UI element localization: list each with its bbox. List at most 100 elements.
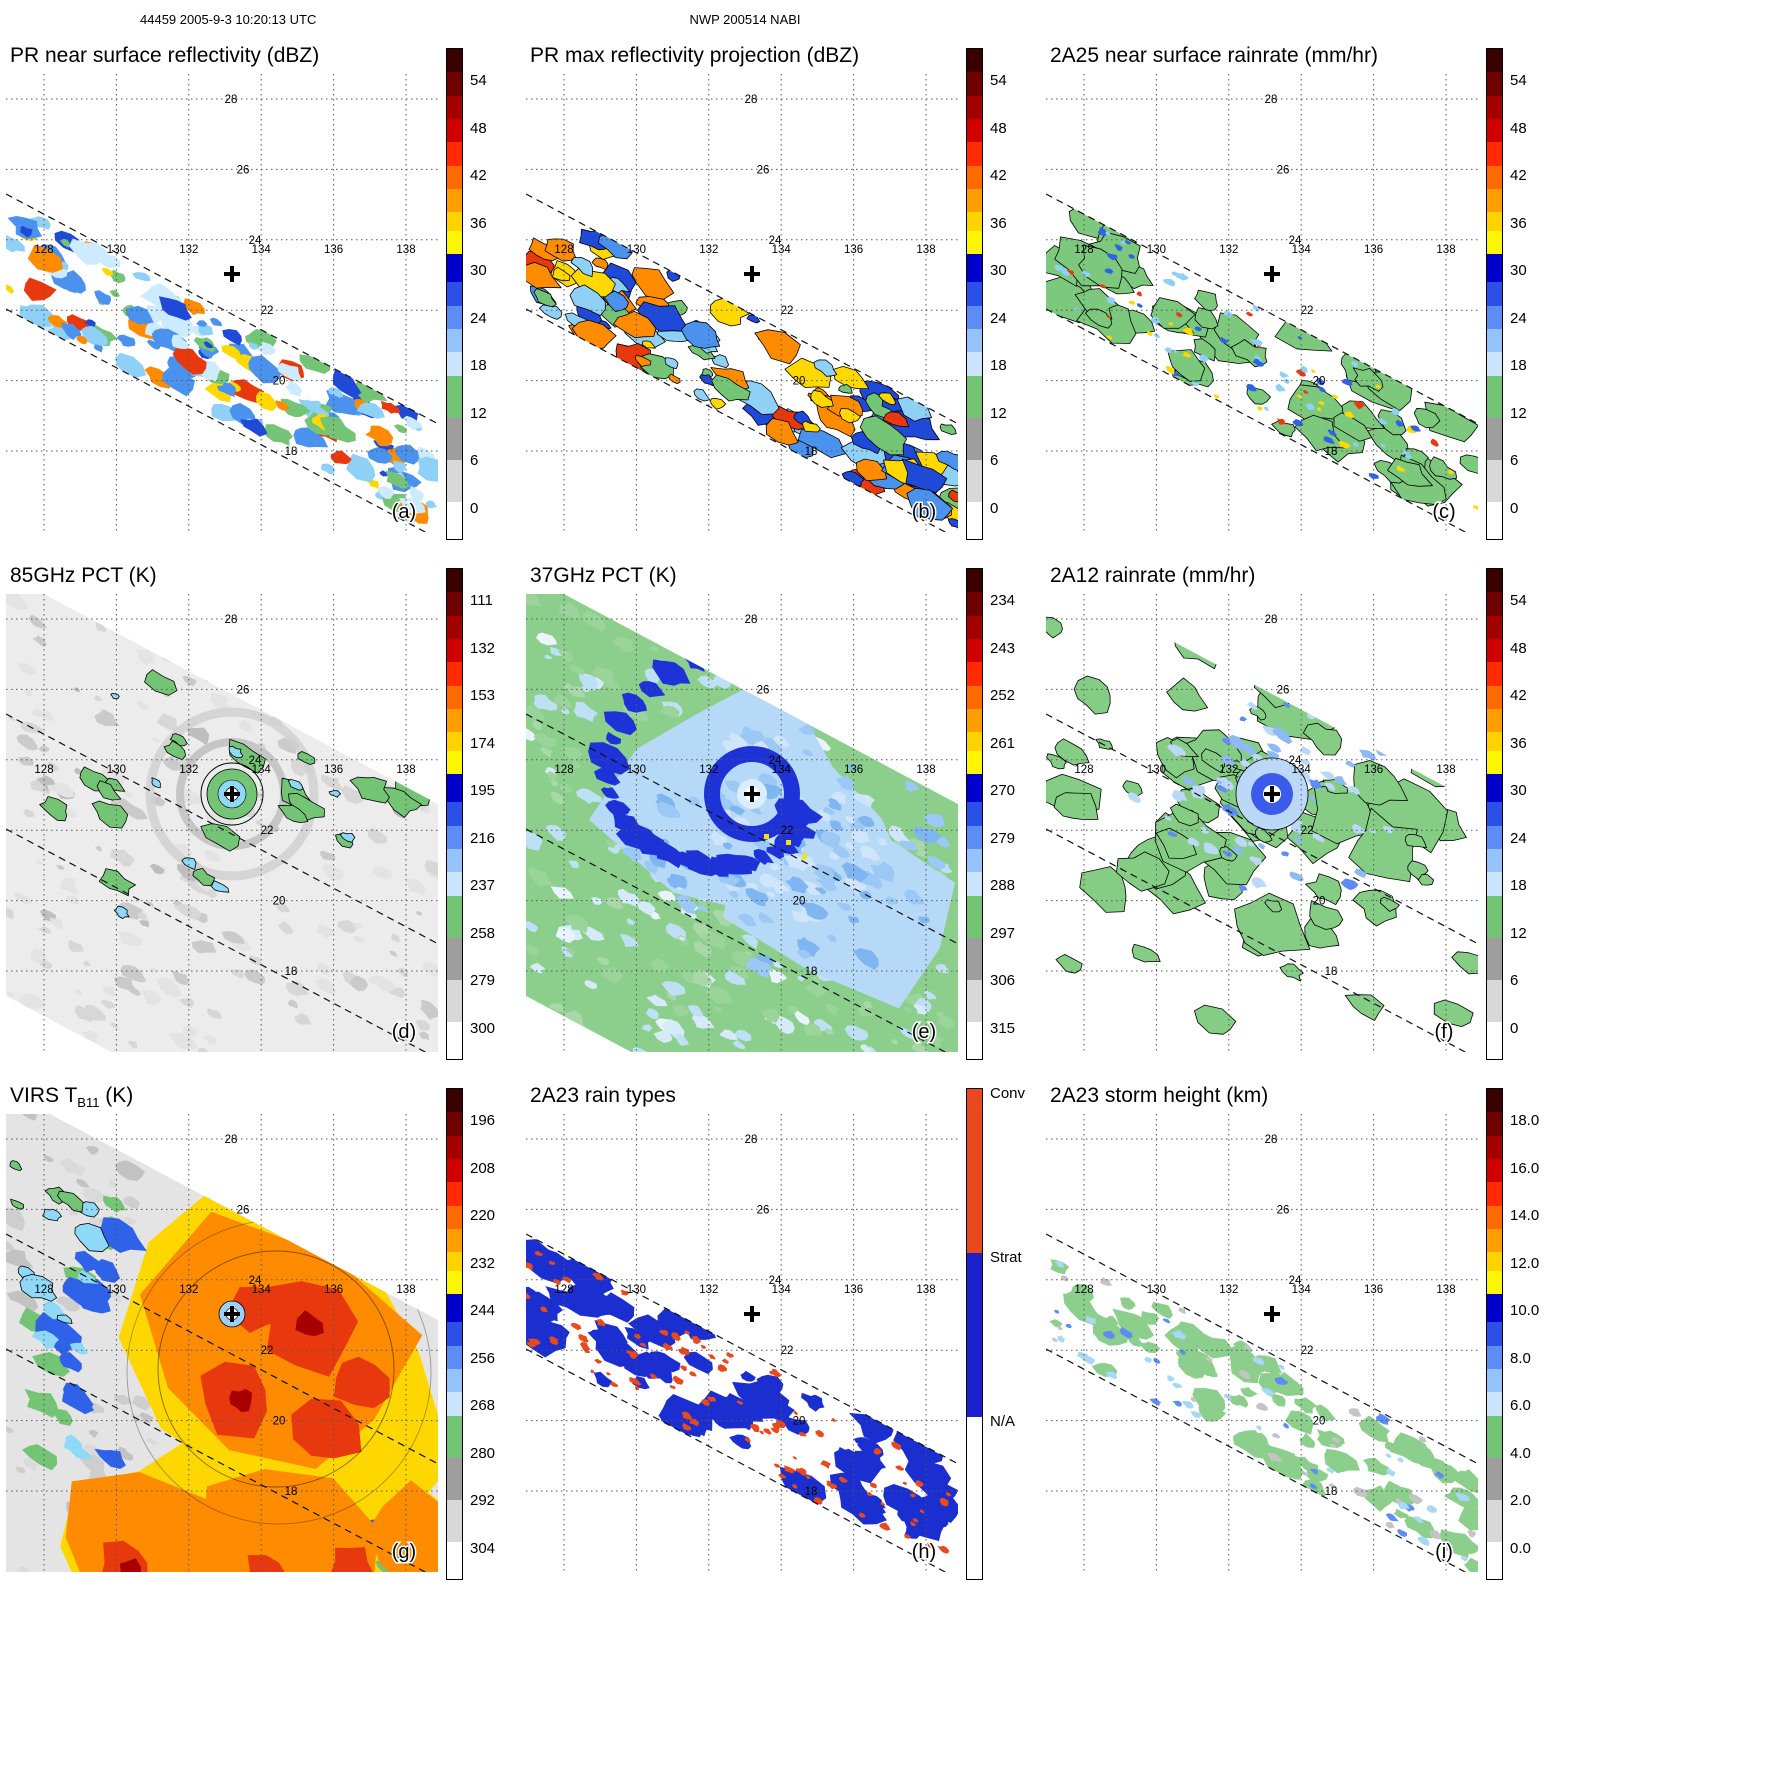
colorbar-segment [447,1228,462,1253]
colorbar-b [966,48,983,540]
colorbar-tick-c: 24 [1510,309,1527,327]
lat-tick-label: 26 [237,684,250,696]
colorbar-segment [1487,872,1502,896]
colorbar-tick-i: 4.0 [1510,1444,1531,1462]
colorbar-tick-i: 16.0 [1510,1159,1540,1177]
colorbar-segment [1487,1089,1502,1113]
lon-tick-label: 128 [554,1284,573,1296]
grid-lines [6,74,438,532]
lat-tick-label: 28 [225,94,238,106]
lon-tick-label: 130 [1147,1284,1166,1296]
colorbar-segment [1487,212,1502,231]
colorbar-segment [1487,1158,1502,1183]
colorbar-segment [1487,848,1502,873]
grid-lines [526,74,958,532]
lat-tick-label: 24 [249,755,262,767]
lat-tick-label: 24 [1289,1275,1302,1287]
colorbar-tick-a: 12 [470,404,487,422]
colorbar-tick-g: 268 [470,1397,496,1415]
colorbar-tick-g: 232 [470,1254,496,1272]
colorbar-segment [447,230,462,255]
colorbar-segment [447,254,462,283]
grid-labels: 128 130 132 134 136 138 28 26 24 22 20 18 [1074,1134,1455,1498]
swath-edge-lines [6,1233,438,1572]
colorbar-tick-f: 12 [1510,924,1527,942]
colorbar-segment [1487,328,1502,353]
colorbar-tick-a: 24 [470,309,487,327]
lat-tick-label: 20 [793,896,806,908]
colorbar-segment [447,1415,462,1458]
colorbar-tick-c: 18 [1510,357,1527,375]
lat-tick-label: 18 [285,966,298,978]
lon-tick-label: 130 [1147,764,1166,776]
colorbar-segment [447,352,462,376]
colorbar-i [1486,1088,1503,1580]
lat-tick-label: 20 [793,376,806,388]
panel-a: PR near surface reflectivity (dBZ) 128 130… [0,34,520,554]
lat-tick-label: 28 [745,94,758,106]
storm-center-cross [224,266,240,282]
colorbar-tick-b: 6 [990,452,999,470]
lon-tick-label: 132 [1219,1284,1238,1296]
colorbar-segment [967,230,982,255]
colorbar-segment [967,569,982,593]
colorbar-f [1486,568,1503,1060]
colorbar-segment [447,872,462,896]
colorbar-segment [447,592,462,616]
colorbar-segment [1487,1345,1502,1369]
lon-tick-label: 136 [844,764,863,776]
colorbar-segment [1487,979,1502,1022]
lat-tick-label: 22 [781,1345,794,1357]
lon-tick-label: 138 [396,1284,415,1296]
colorbar-tick-c: 6 [1510,452,1519,470]
lat-tick-label: 26 [757,164,770,176]
colorbar-tick-b: 54 [990,72,1007,90]
data-field-i [1049,1259,1478,1572]
colorbar-tick-c: 12 [1510,404,1527,422]
colorbar-tick-b: 12 [990,404,1007,422]
colorbar-segment [967,417,982,460]
colorbar-segment [1487,95,1502,119]
lon-tick-label: 138 [916,244,935,256]
lat-tick-label: 26 [237,164,250,176]
lon-tick-label: 132 [1219,244,1238,256]
colorbar-segment [447,1021,462,1059]
colorbar-segment [967,72,982,96]
colorbar-tick-e: 306 [990,972,1016,990]
grid-lines [1046,1114,1478,1572]
panel-b: PR max reflectivity projection (dBZ) 128 1… [520,34,1040,554]
colorbar-tick-d: 153 [470,687,496,705]
colorbar-segment [1487,774,1502,803]
lon-tick-label: 134 [772,244,792,256]
colorbar-segment [447,282,462,306]
lat-tick-label: 18 [805,1486,818,1498]
colorbar-tick-b: 48 [990,119,1007,137]
colorbar-segment [967,459,982,502]
swath-edge-lines [1046,193,1478,532]
storm-center-cross [744,1306,760,1322]
panel-g: VIRS TB11 (K) 128 130 132 134 136 138 28 26 24 22 2… [0,1074,520,1594]
colorbar-tick-f: 24 [1510,829,1527,847]
colorbar-tick-f: 30 [1510,782,1527,800]
colorbar-segment [967,212,982,231]
colorbar-segment [1487,825,1502,849]
colorbar-tick-g: 244 [470,1302,496,1320]
lat-tick-label: 26 [1277,684,1290,696]
lon-tick-label: 134 [252,244,272,256]
lat-tick-label: 28 [225,1134,238,1146]
lon-tick-label: 132 [1219,764,1238,776]
lon-tick-label: 130 [627,244,646,256]
panel-letter-g: (g) [392,1541,416,1563]
lon-tick-label: 134 [1292,764,1312,776]
colorbar-segment [1487,417,1502,460]
lat-tick-label: 28 [1265,94,1278,106]
colorbar-tick-a: 42 [470,167,487,185]
colorbar-tick-e: 234 [990,592,1016,610]
map-c: 128 130 132 134 136 138 28 26 24 22 20 18 (c) [1046,74,1478,532]
lat-tick-label: 22 [261,825,274,837]
colorbar-segment [447,1158,462,1183]
colorbar-segment [447,305,462,329]
lon-tick-label: 134 [1292,244,1312,256]
colorbar-tick-i: 8.0 [1510,1349,1531,1367]
colorbar-tick-i: 0.0 [1510,1539,1531,1557]
